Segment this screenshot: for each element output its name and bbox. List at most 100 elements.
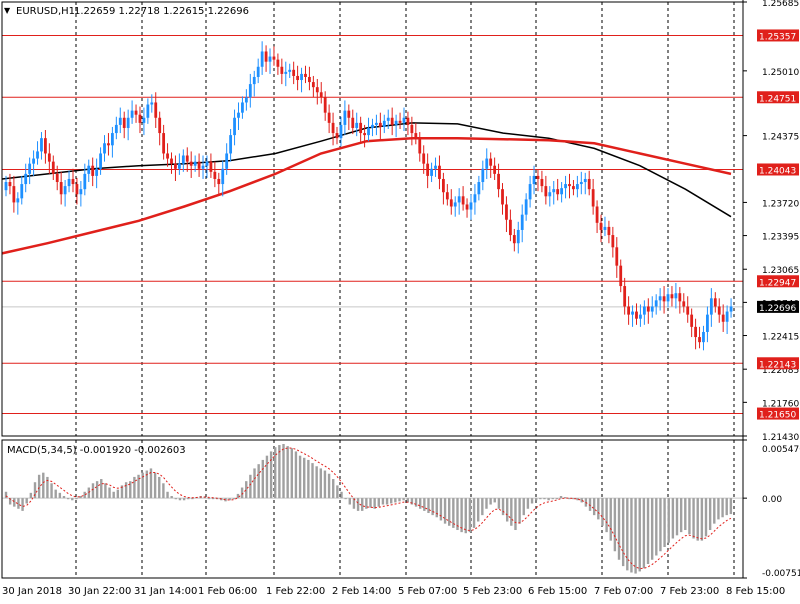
bear-candle-body bbox=[170, 158, 173, 164]
bear-candle-body bbox=[213, 171, 217, 179]
bear-candle-body bbox=[134, 110, 138, 115]
y-tick-label: 1.25010 bbox=[762, 68, 799, 78]
bull-candle-body bbox=[233, 117, 236, 136]
bear-candle-body bbox=[166, 153, 169, 159]
y-tick-label: 1.21430 bbox=[762, 433, 799, 443]
macd-histogram-bar bbox=[510, 498, 513, 526]
moving-averages bbox=[1, 122, 732, 255]
macd-histogram-bar bbox=[456, 498, 459, 531]
macd-histogram-bar bbox=[439, 498, 443, 521]
bull-candle-body bbox=[28, 163, 32, 174]
macd-histogram-bar bbox=[228, 498, 231, 501]
bear-candle-body bbox=[611, 235, 615, 248]
macd-histogram-bar bbox=[79, 496, 82, 499]
bear-candle-body bbox=[174, 163, 177, 169]
macd-histogram-bar bbox=[410, 498, 414, 505]
bull-candle-body bbox=[564, 184, 567, 189]
bear-candle-body bbox=[162, 133, 166, 154]
macd-histogram-bar bbox=[75, 498, 78, 500]
level-price-badge bbox=[757, 163, 799, 176]
macd-histogram-bar bbox=[543, 498, 546, 500]
macd-histogram-bar bbox=[402, 498, 405, 501]
level-price-label: 1.25357 bbox=[759, 32, 796, 42]
y-tick-label: 1.24375 bbox=[762, 133, 799, 143]
macd-histogram-bar bbox=[447, 498, 451, 526]
macd-histogram-bar bbox=[352, 498, 356, 509]
level-price-label: 1.24043 bbox=[759, 166, 796, 176]
x-tick-label: 1 Feb 06:00 bbox=[198, 586, 257, 597]
x-tick-label: 30 Jan 22:00 bbox=[68, 586, 131, 597]
bull-candle-body bbox=[481, 168, 485, 183]
x-tick-label: 1 Feb 22:00 bbox=[266, 586, 325, 597]
bear-candle-body bbox=[75, 184, 79, 195]
macd-histogram-bar bbox=[684, 498, 687, 531]
bear-candle-body bbox=[442, 178, 445, 193]
macd-histogram-bar bbox=[4, 491, 8, 499]
bull-candle-body bbox=[4, 182, 8, 191]
dropdown-icon[interactable]: ▼ bbox=[4, 6, 11, 15]
macd-histogram-bar bbox=[493, 498, 496, 503]
bear-candle-body bbox=[619, 265, 623, 287]
bear-candle-body bbox=[59, 182, 63, 195]
macd-histogram-bar bbox=[534, 498, 538, 501]
macd-histogram-bar bbox=[501, 498, 505, 516]
bear-candle-body bbox=[264, 51, 268, 62]
bear-candle-body bbox=[308, 76, 311, 83]
bull-candle-body bbox=[241, 102, 244, 113]
macd-histogram-bar bbox=[414, 498, 418, 507]
level-price-label: 1.21650 bbox=[759, 411, 796, 421]
macd-histogram-bar bbox=[394, 498, 397, 503]
macd-histogram-bar bbox=[559, 496, 563, 499]
bear-candle-body bbox=[304, 73, 307, 77]
bull-candle-body bbox=[244, 97, 248, 103]
bull-candle-body bbox=[24, 173, 28, 185]
bull-candle-body bbox=[142, 117, 146, 123]
bull-candle-body bbox=[114, 124, 118, 134]
x-tick-label: 5 Feb 23:00 bbox=[463, 586, 522, 597]
macd-histogram-bar bbox=[617, 498, 621, 560]
macd-histogram-bar bbox=[269, 451, 273, 499]
bear-candle-body bbox=[272, 56, 276, 60]
macd-histogram-bar bbox=[729, 498, 733, 515]
macd-tick-label: 0.005476 bbox=[762, 445, 800, 455]
y-tick-label: 1.23395 bbox=[762, 233, 799, 243]
macd-histogram-bar bbox=[83, 491, 86, 499]
macd-histogram-bar bbox=[298, 455, 302, 499]
macd-histogram-bar bbox=[431, 498, 434, 516]
y-tick-label: 1.22415 bbox=[762, 333, 799, 343]
x-tick-label: 5 Feb 07:00 bbox=[398, 586, 457, 597]
macd-histogram-bar bbox=[340, 491, 343, 499]
bull-candle-body bbox=[205, 161, 209, 166]
bear-candle-body bbox=[698, 337, 701, 343]
bull-candle-body bbox=[430, 168, 433, 176]
bull-candle-body bbox=[457, 196, 461, 203]
macd-histogram-bar bbox=[265, 455, 269, 499]
bull-candle-body bbox=[473, 194, 477, 203]
macd-signal-line bbox=[5, 447, 732, 570]
macd-histogram-bar bbox=[568, 498, 571, 500]
bear-candle-body bbox=[327, 112, 331, 123]
bull-candle-body bbox=[300, 73, 303, 81]
macd-histogram-bar bbox=[327, 473, 331, 499]
bear-candle-body bbox=[363, 133, 366, 136]
moving-average-black bbox=[1, 122, 732, 218]
macd-histogram-bar bbox=[356, 498, 360, 511]
bear-candle-body bbox=[158, 117, 162, 134]
moving-average-red bbox=[1, 136, 732, 255]
macd-histogram-bar bbox=[124, 482, 128, 499]
macd-histogram-bar bbox=[638, 498, 641, 572]
bear-candle-body bbox=[280, 66, 284, 74]
bull-candle-body bbox=[32, 158, 35, 164]
macd-histogram-bar bbox=[294, 451, 298, 499]
bear-candle-body bbox=[536, 175, 540, 179]
bull-candle-body bbox=[382, 120, 386, 127]
macd-histogram-bar bbox=[460, 498, 463, 533]
macd-histogram-bar bbox=[555, 498, 559, 500]
bull-candle-body bbox=[666, 294, 670, 302]
bear-candle-body bbox=[51, 161, 55, 174]
macd-histogram-bar bbox=[203, 497, 207, 499]
macd-histogram-bar bbox=[361, 498, 364, 511]
bear-candle-body bbox=[390, 117, 394, 125]
